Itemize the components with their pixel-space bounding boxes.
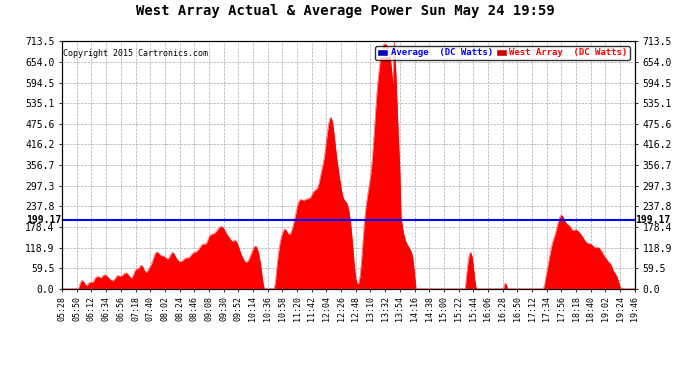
Text: Copyright 2015 Cartronics.com: Copyright 2015 Cartronics.com xyxy=(63,49,208,58)
Text: West Array Actual & Average Power Sun May 24 19:59: West Array Actual & Average Power Sun Ma… xyxy=(136,4,554,18)
Text: 199.17: 199.17 xyxy=(635,214,671,225)
Legend: Average  (DC Watts), West Array  (DC Watts): Average (DC Watts), West Array (DC Watts… xyxy=(375,46,630,60)
Text: 199.17: 199.17 xyxy=(26,214,61,225)
